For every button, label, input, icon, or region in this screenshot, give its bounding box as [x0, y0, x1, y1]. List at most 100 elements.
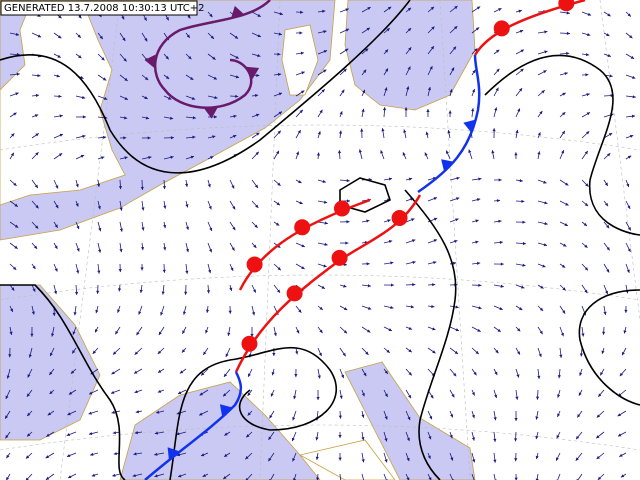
wind-arrow-head	[455, 305, 459, 309]
wind-arrow-head	[617, 413, 622, 417]
wind-arrow-head	[427, 86, 431, 91]
wind-arrow	[471, 473, 475, 480]
wind-arrow-head	[561, 130, 565, 135]
wind-arrow-head	[251, 312, 256, 316]
wind-arrow-head	[76, 270, 80, 274]
wind-arrow-head	[627, 248, 631, 252]
mediterranean	[119, 381, 321, 480]
wind-arrow-head	[471, 392, 475, 396]
wind-arrow-head	[627, 155, 632, 159]
wind-arrow-head	[276, 202, 280, 206]
wind-arrow-head	[233, 114, 237, 118]
wind-arrow-head	[210, 156, 214, 160]
wind-arrow-head	[544, 201, 548, 205]
wind-arrow-head	[185, 248, 190, 253]
wind-arrow-head	[408, 177, 413, 181]
wind-arrow-head	[412, 283, 416, 287]
wind-arrow-head	[5, 395, 9, 399]
wind-arrow-head	[162, 186, 167, 190]
wind-arrow-head	[103, 96, 108, 100]
wind-arrow-head	[517, 328, 521, 332]
wind-arrow-head	[148, 156, 152, 160]
wind-arrow-head	[386, 28, 390, 32]
wind-arrow-head	[245, 456, 249, 460]
wind-arrow-head	[363, 69, 367, 73]
wind-arrow-head	[6, 476, 10, 480]
wind-arrow-head	[381, 128, 385, 132]
wind-arrow-head	[384, 49, 389, 53]
wind-arrow-head	[82, 134, 86, 138]
wind-arrow-head	[206, 290, 211, 294]
wind-arrow-head	[199, 392, 203, 396]
wind-arrow-head	[608, 133, 613, 136]
wind-arrow-head	[96, 290, 100, 294]
wind-arrow-head	[429, 415, 433, 420]
wind-arrow-head	[163, 247, 167, 251]
wind-arrow-head	[5, 435, 9, 439]
wind-arrow-head	[471, 108, 475, 112]
wind-arrow-head	[576, 435, 580, 440]
wind-arrow-head	[338, 130, 343, 134]
wind-arrow-head	[278, 92, 283, 96]
wind-arrow-head	[123, 136, 127, 140]
wind-arrow-head	[585, 131, 590, 135]
wind-arrow-head	[559, 354, 563, 358]
wind-arrow-head	[214, 95, 218, 100]
wind-arrow-head	[77, 34, 81, 38]
wind-arrow-head	[72, 350, 76, 354]
wind-arrow-head	[543, 70, 547, 74]
wind-arrow-head	[163, 224, 167, 229]
wind-arrow-head	[163, 205, 167, 209]
wind-arrow-head	[433, 239, 438, 243]
wind-arrow-head	[176, 432, 180, 436]
wind-arrow-head	[450, 457, 454, 461]
wind-arrow-head	[579, 372, 583, 376]
wind-arrow-head	[300, 10, 304, 14]
wind-arrow-head	[134, 390, 138, 394]
wind-arrow-head	[565, 182, 569, 186]
wind-arrow-head	[597, 476, 602, 480]
wind-arrow-head	[35, 133, 39, 137]
wind-arrow-head	[495, 49, 500, 53]
wind-arrow-head	[603, 311, 607, 315]
wind-arrow-head	[134, 370, 138, 374]
wind-arrow-head	[231, 247, 235, 251]
wind-arrow-head	[539, 330, 543, 335]
wind-arrow-head	[161, 291, 165, 295]
wind-arrow-head	[209, 227, 213, 232]
wind-arrow-head	[345, 28, 350, 32]
seas	[0, 0, 476, 480]
wind-arrow-head	[631, 114, 635, 118]
wind-arrow-head	[341, 89, 345, 93]
wind-arrow	[577, 473, 583, 480]
wind-arrow-head	[387, 6, 392, 10]
wind-arrow-head	[427, 455, 431, 459]
wind-arrow-head	[343, 330, 348, 334]
wind-arrow-head	[154, 431, 159, 435]
baltic-sea	[344, 0, 476, 111]
wind-arrow-head	[384, 416, 388, 420]
front-symbol	[246, 256, 263, 273]
wind-arrows	[4, 5, 636, 480]
wind-arrow-head	[341, 374, 345, 379]
timestamp-box	[0, 0, 198, 16]
wind-arrow-head	[514, 417, 518, 421]
wind-arrow-head	[111, 371, 115, 375]
wind-arrow-head	[165, 75, 170, 79]
wind-arrow-head	[248, 373, 251, 377]
wind-arrow-head	[66, 433, 71, 437]
wind-arrow-head	[388, 177, 393, 181]
wind-arrow-head	[271, 371, 275, 376]
wind-arrow-head	[578, 392, 582, 396]
wind-arrow-head	[632, 95, 636, 99]
wind-arrow-head	[144, 38, 148, 42]
wind-arrow-head	[583, 222, 588, 226]
wind-arrow-head	[49, 390, 53, 395]
wind-arrow-head	[292, 458, 296, 462]
britain	[0, 0, 126, 206]
wind-arrow-head	[5, 415, 9, 419]
wind-arrow-head	[81, 95, 86, 100]
wind-arrow-head	[122, 37, 126, 42]
wind-arrow-head	[113, 452, 117, 456]
wind-arrow-head	[539, 110, 543, 115]
